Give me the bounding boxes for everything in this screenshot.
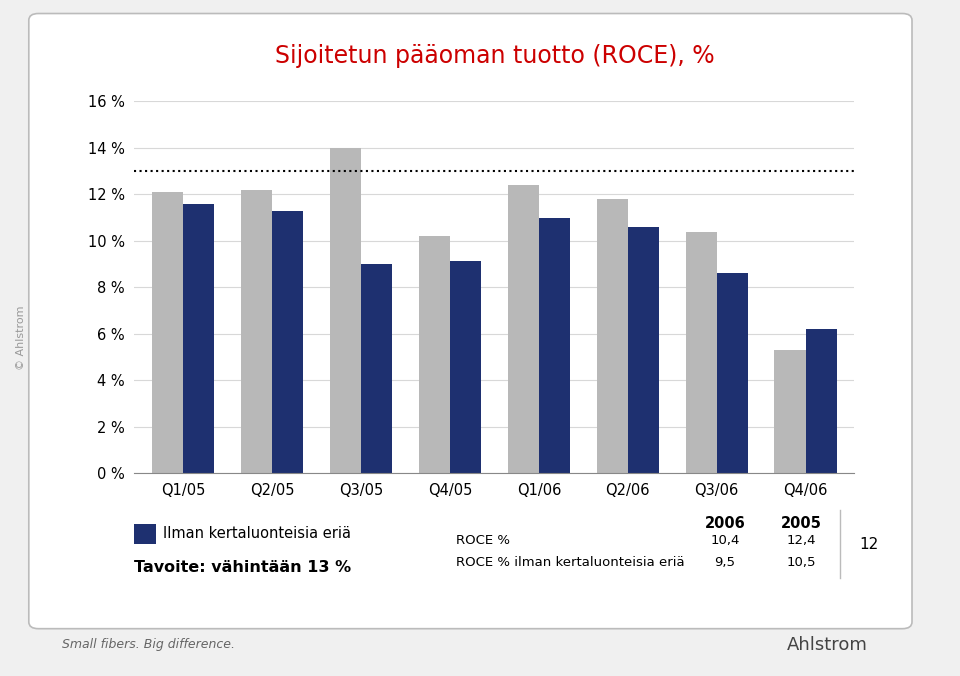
- Bar: [685, 231, 716, 473]
- Text: © Ahlstrom: © Ahlstrom: [16, 306, 26, 370]
- Bar: [183, 203, 214, 473]
- Bar: [805, 329, 836, 473]
- Text: 2006: 2006: [705, 516, 745, 531]
- Text: 9,5: 9,5: [714, 556, 735, 569]
- Bar: [628, 227, 659, 473]
- Text: 10,5: 10,5: [787, 556, 816, 569]
- Bar: [539, 218, 570, 473]
- Text: Small fibers. Big difference.: Small fibers. Big difference.: [62, 638, 235, 652]
- Text: 10,4: 10,4: [710, 534, 739, 548]
- Text: Sijoitetun pääoman tuotto (ROCE), %: Sijoitetun pääoman tuotto (ROCE), %: [275, 44, 714, 68]
- Text: 2005: 2005: [781, 516, 822, 531]
- Bar: [273, 211, 303, 473]
- Text: ROCE % ilman kertaluonteisia eriä: ROCE % ilman kertaluonteisia eriä: [456, 556, 684, 569]
- Bar: [716, 273, 748, 473]
- Bar: [241, 190, 273, 473]
- Text: ROCE %: ROCE %: [456, 534, 510, 548]
- Bar: [775, 350, 805, 473]
- Text: Tavoite: vähintään 13 %: Tavoite: vähintään 13 %: [134, 560, 351, 575]
- Bar: [361, 264, 393, 473]
- Bar: [596, 199, 628, 473]
- Bar: [153, 192, 183, 473]
- Bar: [508, 185, 539, 473]
- Bar: [330, 148, 361, 473]
- Bar: [419, 236, 450, 473]
- Text: 12: 12: [859, 537, 878, 552]
- Bar: [450, 260, 481, 473]
- Text: 12,4: 12,4: [787, 534, 816, 548]
- Text: Ahlstrom: Ahlstrom: [787, 636, 868, 654]
- Text: Ilman kertaluonteisia eriä: Ilman kertaluonteisia eriä: [163, 526, 351, 541]
